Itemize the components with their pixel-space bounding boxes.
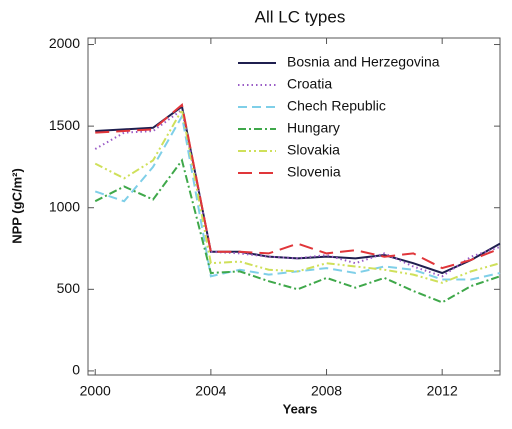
series-line — [94, 106, 501, 284]
legend-label: Slovenia — [287, 164, 341, 180]
legend-label: Chech Republic — [287, 98, 386, 114]
x-tick-label: 2008 — [311, 383, 342, 399]
y-tick-label: 2000 — [49, 35, 80, 51]
y-tick-label: 1500 — [49, 117, 80, 133]
plot-frame — [87, 37, 501, 376]
series-line — [95, 103, 501, 270]
legend-label: Slovakia — [287, 142, 340, 158]
y-axis-label: NPP (gC/m²) — [9, 168, 24, 244]
series-line — [94, 108, 501, 278]
legend-label: Bosnia and Herzegovina — [287, 54, 440, 70]
x-tick-label: 2004 — [195, 383, 226, 399]
y-tick-label: 500 — [57, 280, 81, 296]
x-tick-label: 2000 — [80, 383, 111, 399]
y-tick-label: 1000 — [49, 198, 80, 214]
chart-title: All LC types — [255, 7, 346, 26]
legend-label: Croatia — [287, 76, 332, 92]
y-tick-label: 0 — [72, 362, 80, 378]
x-axis-label: Years — [283, 401, 318, 416]
x-tick-label: 2012 — [427, 383, 458, 399]
legend-label: Hungary — [287, 120, 340, 136]
series-line — [94, 158, 501, 304]
